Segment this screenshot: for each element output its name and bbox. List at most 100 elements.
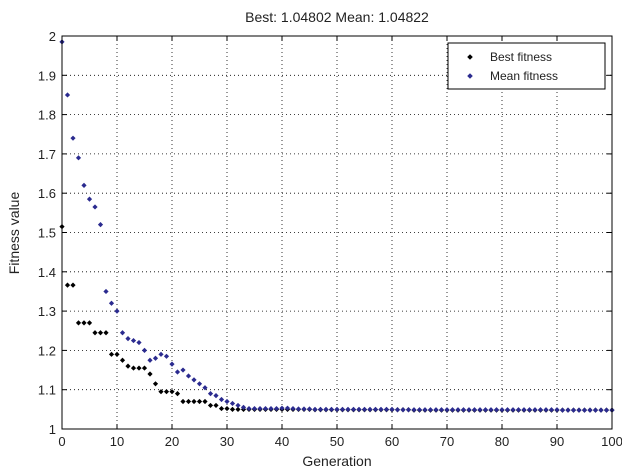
x-tick-label: 80 — [495, 434, 509, 449]
mean-fitness-point — [543, 407, 549, 413]
mean-fitness-point — [592, 407, 599, 413]
mean-fitness-point — [136, 339, 142, 346]
x-tick-label: 30 — [220, 434, 234, 449]
series-mean-fitness — [59, 39, 615, 413]
mean-fitness-point — [449, 407, 456, 413]
y-tick-label: 1.7 — [38, 147, 56, 162]
mean-fitness-point — [488, 407, 494, 413]
mean-fitness-point — [422, 407, 428, 413]
best-fitness-point — [185, 398, 192, 405]
best-fitness-point — [224, 405, 230, 412]
legend-marker — [467, 73, 473, 79]
mean-fitness-point — [103, 288, 109, 295]
mean-fitness-point — [532, 407, 538, 413]
best-fitness-point — [163, 389, 170, 395]
best-fitness-point — [125, 363, 131, 369]
mean-fitness-point — [191, 377, 197, 383]
x-tick-label: 100 — [601, 434, 622, 449]
best-fitness-point — [70, 282, 76, 288]
mean-fitness-point — [257, 405, 263, 412]
best-fitness-point — [81, 320, 87, 326]
mean-fitness-point — [163, 353, 170, 359]
best-fitness-point — [152, 381, 159, 387]
mean-fitness-point — [75, 155, 82, 161]
mean-fitness-point — [207, 391, 214, 397]
mean-fitness-point — [141, 347, 148, 353]
chart-title: Best: 1.04802 Mean: 1.04822 — [245, 9, 429, 25]
y-tick-label: 1.4 — [38, 265, 56, 280]
mean-fitness-point — [268, 405, 274, 412]
mean-fitness-point — [125, 336, 131, 342]
best-fitness-point — [75, 320, 82, 326]
best-fitness-point — [92, 330, 98, 336]
mean-fitness-point — [323, 406, 329, 412]
mean-fitness-point — [152, 355, 159, 361]
x-tick-label: 60 — [385, 434, 399, 449]
best-fitness-point — [103, 330, 109, 336]
mean-fitness-point — [565, 407, 571, 413]
mean-fitness-point — [356, 406, 362, 412]
mean-fitness-point — [521, 407, 527, 413]
mean-fitness-point — [471, 407, 478, 413]
x-tick-label: 20 — [165, 434, 179, 449]
mean-fitness-point — [350, 406, 357, 412]
legend-label: Mean fitness — [490, 69, 558, 83]
mean-fitness-point — [70, 135, 76, 141]
mean-fitness-point — [587, 407, 593, 413]
best-fitness-point — [218, 405, 225, 412]
legend-box — [447, 42, 606, 90]
best-fitness-point — [174, 391, 181, 397]
mean-fitness-point — [180, 367, 186, 373]
mean-fitness-point — [339, 406, 346, 412]
mean-fitness-point — [438, 407, 445, 413]
y-tick-label: 1 — [49, 422, 56, 437]
mean-fitness-point — [499, 407, 505, 413]
y-tick-label: 2 — [49, 29, 56, 44]
best-fitness-point — [136, 365, 142, 371]
y-tick-label: 1.9 — [38, 68, 56, 83]
x-tick-label: 0 — [58, 434, 65, 449]
axis-ticks: 0 10 20 30 40 50 60 70 80 90 100 1 1.1 1.2 1.3 1.4 1.5 1.… — [38, 29, 622, 449]
mean-fitness-point — [229, 400, 236, 407]
mean-fitness-point — [504, 407, 511, 413]
mean-fitness-point — [405, 407, 412, 413]
mean-fitness-point — [416, 407, 423, 413]
mean-fitness-point — [372, 406, 379, 412]
y-tick-label: 1.8 — [38, 108, 56, 123]
best-fitness-point — [119, 357, 126, 363]
x-tick-label: 70 — [440, 434, 454, 449]
mean-fitness-point — [554, 407, 560, 413]
grid-lines — [62, 36, 612, 429]
x-tick-label: 10 — [110, 434, 124, 449]
mean-fitness-point — [576, 407, 582, 413]
mean-fitness-point — [218, 396, 225, 403]
mean-fitness-point — [345, 406, 351, 412]
mean-fitness-point — [510, 407, 516, 413]
mean-fitness-point — [526, 407, 533, 413]
best-fitness-point — [158, 389, 164, 395]
mean-fitness-point — [224, 398, 230, 405]
mean-fitness-point — [273, 405, 280, 412]
mean-fitness-point — [130, 337, 137, 344]
mean-fitness-point — [482, 407, 489, 413]
mean-fitness-point — [196, 381, 203, 387]
mean-fitness-point — [284, 405, 291, 411]
plot-frame — [61, 35, 613, 430]
mean-fitness-point — [581, 407, 588, 413]
mean-fitness-point — [301, 406, 307, 412]
mean-fitness-point — [394, 407, 401, 413]
mean-fitness-point — [158, 351, 164, 357]
best-fitness-point — [235, 406, 241, 412]
mean-fitness-point — [174, 369, 181, 375]
mean-fitness-point — [306, 406, 313, 412]
mean-fitness-point — [493, 407, 500, 413]
mean-fitness-point — [114, 308, 120, 314]
mean-fitness-point — [251, 405, 258, 412]
mean-fitness-point — [86, 196, 93, 202]
mean-fitness-point — [290, 405, 296, 412]
best-fitness-point — [229, 406, 236, 412]
mean-fitness-point — [147, 357, 153, 363]
mean-fitness-point — [334, 406, 340, 412]
mean-fitness-point — [119, 330, 126, 336]
